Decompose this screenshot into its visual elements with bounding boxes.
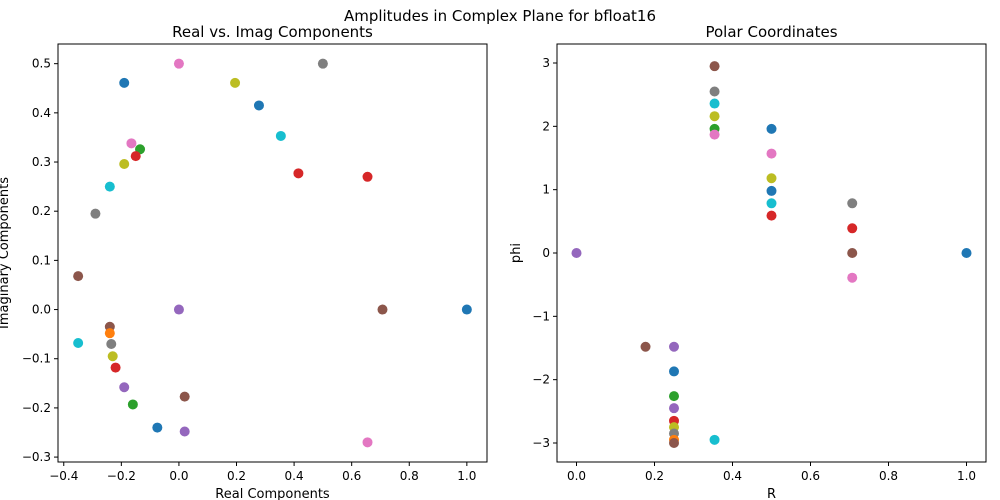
scatter-point [73, 337, 84, 348]
scatter-point [709, 129, 720, 140]
scatter-point [709, 61, 720, 72]
scatter-point [73, 271, 84, 282]
y-tick-label: 0.0 [32, 303, 51, 317]
scatter-point [766, 210, 777, 221]
subplot-title: Polar Coordinates [705, 23, 837, 41]
y-tick-label: −0.1 [22, 352, 51, 366]
x-tick-label: 0.0 [567, 469, 586, 483]
scatter-point [709, 86, 720, 97]
y-tick-label: 1 [542, 183, 550, 197]
plot-real-vs-imag: −0.4 −0.2 0.0 0.2 0.4 0.6 0.8 1.0 −0.3 −0.2 −0.1 0.… [0, 23, 488, 500]
scatter-point [127, 399, 138, 410]
scatter-point [119, 382, 130, 393]
scatter-point [961, 248, 972, 258]
scatter-point [709, 434, 720, 445]
scatter-point [847, 248, 858, 258]
scatter-point [130, 151, 141, 162]
x-tick-label: 0.2 [645, 469, 664, 483]
scatter-point [179, 391, 190, 402]
x-tick-label: 0.0 [169, 469, 188, 483]
scatter-point [173, 58, 184, 69]
scatter-point [119, 158, 130, 169]
x-axis-label: R [767, 487, 776, 500]
scatter-point [152, 422, 163, 433]
x-tick-label: 0.4 [285, 469, 304, 483]
scatter-point [461, 304, 472, 315]
x-tick-label: 1.0 [957, 469, 976, 483]
scatter-point [640, 341, 651, 352]
x-tick-label: −0.2 [107, 469, 136, 483]
scatter-point [377, 304, 388, 315]
scatter-point [766, 198, 777, 209]
scatter-point [119, 77, 130, 88]
scatter-point [847, 272, 858, 283]
figure-suptitle: Amplitudes in Complex Plane for bfloat16 [344, 7, 656, 25]
y-tick-label: 3 [542, 56, 550, 70]
y-tick-label: 0.1 [32, 253, 51, 267]
scatter-point [107, 351, 118, 362]
x-tick-label: 1.0 [457, 469, 476, 483]
y-axis-label: Imaginary Components [0, 177, 12, 329]
x-tick-label: 0.2 [227, 469, 246, 483]
scatter-point [230, 77, 241, 88]
x-tick-label: −0.4 [49, 469, 78, 483]
y-tick-label: −2 [532, 373, 550, 387]
scatter-point [709, 111, 720, 122]
scatter-point [104, 328, 115, 339]
scatter-point [104, 181, 115, 192]
scatter-point [669, 438, 679, 448]
scatter-point [669, 403, 679, 414]
scatter-point [669, 341, 679, 352]
scatter-point [275, 130, 286, 141]
scatter-point [669, 366, 679, 377]
scatter-point [90, 208, 101, 219]
scatter-point [847, 198, 858, 209]
scatter-point [766, 173, 777, 184]
x-tick-label: 0.4 [723, 469, 742, 483]
x-tick-label: 0.6 [342, 469, 361, 483]
scatter-point [669, 391, 679, 402]
scatter-point [173, 304, 184, 315]
scatter-point [317, 58, 328, 69]
scatter-point [766, 185, 777, 196]
y-tick-label: −3 [532, 436, 550, 450]
scatter-point [253, 100, 264, 111]
scatter-point [362, 437, 373, 448]
scatter-point [847, 223, 858, 234]
x-tick-label: 0.8 [879, 469, 898, 483]
scatter-point [126, 138, 137, 149]
axes-frame [556, 43, 987, 463]
y-axis-label: phi [509, 243, 524, 263]
y-tick-label: 2 [542, 119, 550, 133]
y-tick-label: −1 [532, 309, 550, 323]
scatter-point [709, 98, 720, 109]
y-tick-label: −0.2 [22, 401, 51, 415]
y-tick-label: 0.3 [32, 155, 51, 169]
scatter-point [766, 123, 777, 134]
x-tick-label: 0.8 [400, 469, 419, 483]
scatter-point [362, 171, 373, 182]
plot-polar-coordinates: 0.0 0.2 0.4 0.6 0.8 1.0 −3 −2 −1 0 1 2 3 Polar Coordi… [509, 23, 987, 500]
subplot-title: Real vs. Imag Components [172, 23, 373, 41]
scatter-point [110, 362, 121, 373]
scatter-point [106, 338, 117, 349]
y-tick-label: −0.3 [22, 450, 51, 464]
y-tick-label: 0.2 [32, 204, 51, 218]
scatter-point [179, 426, 190, 437]
scatter-point [766, 148, 777, 159]
y-tick-label: 0 [542, 246, 550, 260]
y-tick-label: 0.4 [32, 106, 51, 120]
scatter-point [293, 168, 304, 179]
x-tick-label: 0.6 [801, 469, 820, 483]
y-tick-label: 0.5 [32, 57, 51, 71]
x-axis-label: Real Components [215, 487, 330, 500]
scatter-point [571, 248, 582, 258]
axes-frame [57, 43, 488, 463]
